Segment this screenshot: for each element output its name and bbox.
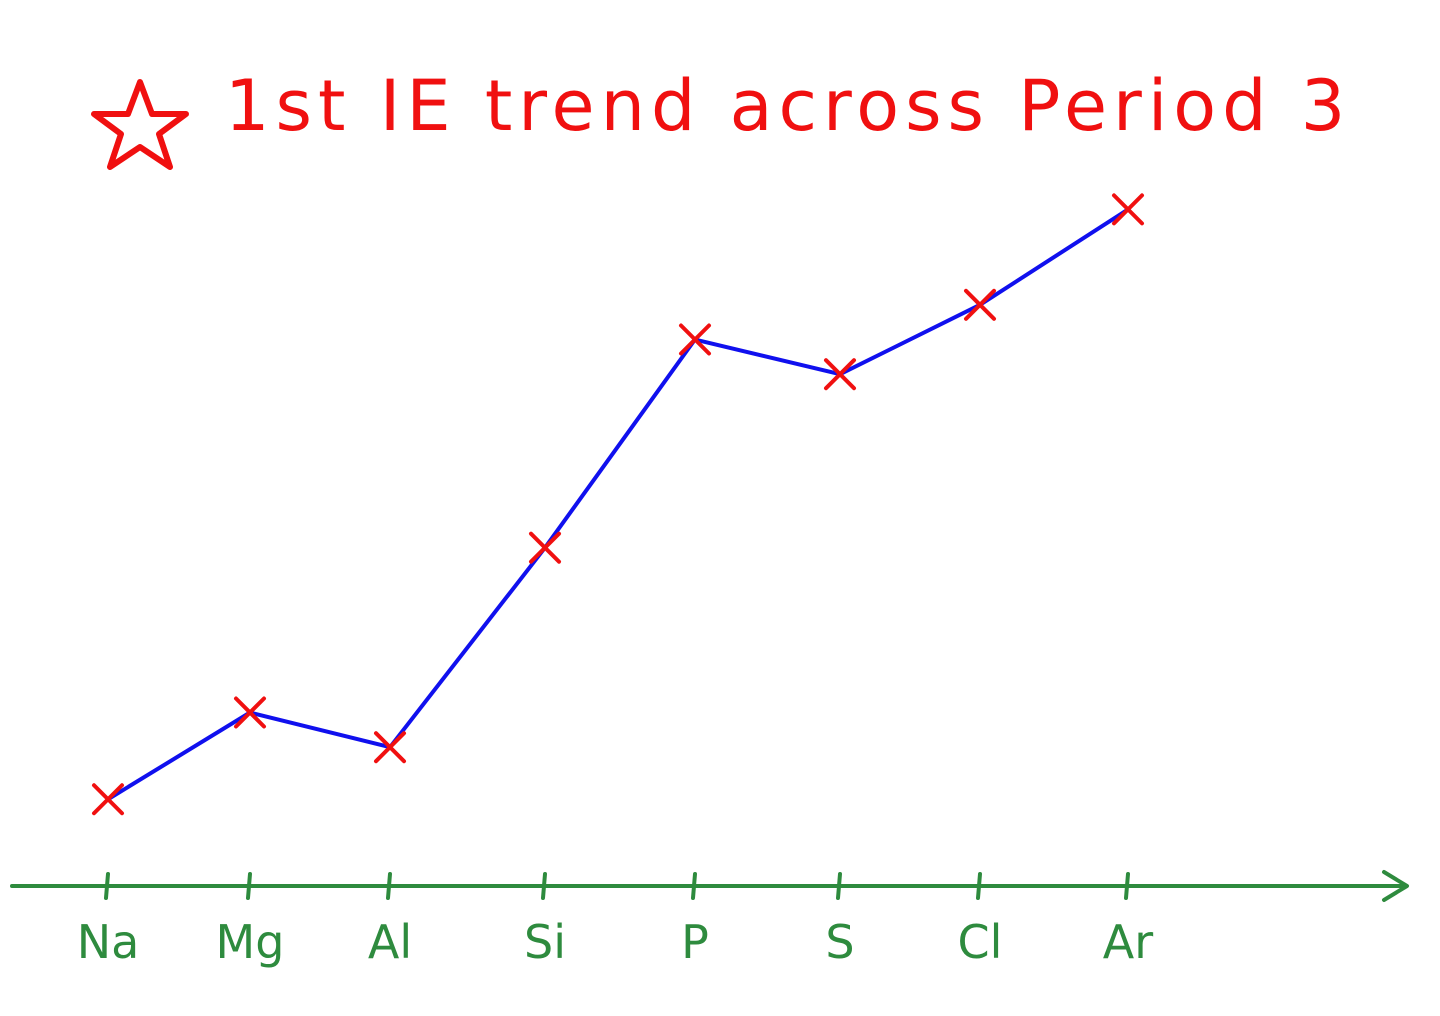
x-axis-arrowhead	[1382, 870, 1409, 902]
x-tick-mg	[246, 872, 252, 900]
x-tick-al	[386, 872, 392, 900]
data-point-s	[824, 358, 856, 391]
data-point-cl	[964, 288, 996, 321]
series-line	[106, 207, 1130, 802]
x-tick-label-mg: Mg	[216, 915, 285, 969]
series-markers	[92, 193, 1144, 816]
x-tick-na	[104, 872, 110, 900]
series-ie	[106, 207, 1130, 802]
x-axis-tick-labels: Na Mg Al Si P S Cl Ar	[77, 915, 1154, 969]
star-icon	[91, 79, 189, 170]
x-tick-si	[541, 872, 547, 900]
data-point-na	[92, 783, 124, 816]
x-tick-label-si: Si	[524, 915, 566, 969]
chart-title: 1st IE trend across Period 3	[225, 65, 1351, 147]
x-tick-ar	[1124, 872, 1130, 900]
x-tick-cl	[976, 872, 982, 900]
x-tick-p	[691, 872, 697, 900]
data-point-p	[679, 323, 711, 356]
data-point-ar	[1112, 193, 1144, 226]
x-tick-s	[836, 872, 842, 900]
x-tick-label-na: Na	[77, 915, 140, 969]
x-tick-label-ar: Ar	[1103, 915, 1153, 969]
data-point-al	[374, 731, 406, 764]
x-axis	[10, 870, 1409, 902]
x-tick-label-s: S	[825, 915, 854, 969]
x-tick-label-cl: Cl	[958, 915, 1003, 969]
x-axis-ticks	[104, 872, 1130, 900]
data-point-si	[529, 531, 561, 564]
x-tick-label-al: Al	[368, 915, 412, 969]
data-point-mg	[234, 696, 266, 729]
x-tick-label-p: P	[681, 915, 709, 969]
